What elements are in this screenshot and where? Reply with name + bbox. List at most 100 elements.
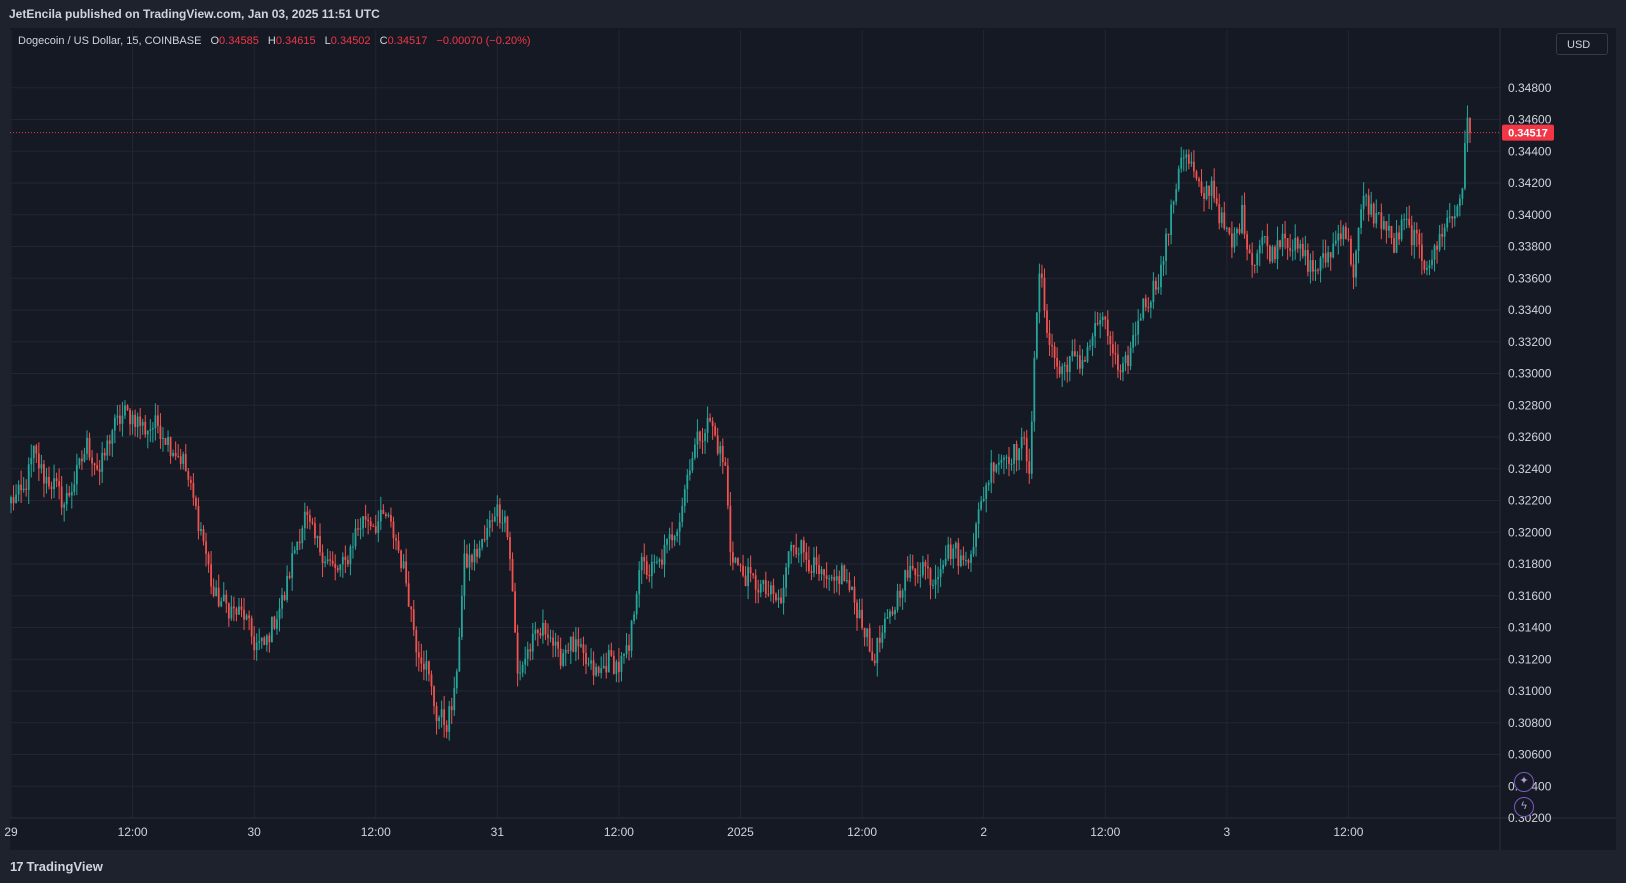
candle-body	[719, 446, 722, 454]
candle-body	[212, 586, 215, 597]
candle-body	[222, 594, 225, 602]
candle-body	[75, 464, 78, 485]
candle-body	[1448, 216, 1451, 218]
candle-body	[628, 645, 630, 651]
candle-body	[752, 573, 755, 576]
candle-body	[562, 653, 565, 666]
candle-body	[524, 658, 527, 665]
candle-body	[93, 463, 96, 466]
candle-body	[602, 665, 605, 669]
x-tick-label: 12:00	[361, 825, 391, 839]
candle-body	[686, 474, 689, 490]
candle-body	[1043, 277, 1046, 311]
candle-body	[1058, 366, 1061, 375]
candle-body	[45, 476, 48, 484]
candle-body	[1251, 253, 1254, 265]
candle-body	[881, 632, 884, 643]
candle-body	[1048, 332, 1051, 345]
candle-body	[1147, 307, 1150, 309]
lightning-icon[interactable]: ϟ	[1514, 797, 1534, 817]
candle-body	[392, 521, 395, 539]
candle-body	[916, 575, 919, 577]
candle-body	[1461, 188, 1464, 199]
brand-name: TradingView	[26, 859, 103, 874]
candle-body	[873, 660, 876, 664]
candle-body	[777, 597, 780, 601]
candle-body	[633, 614, 636, 621]
candle-body	[1000, 459, 1003, 463]
candle-body	[205, 541, 207, 554]
candle-body	[1420, 244, 1423, 261]
candle-body	[1380, 212, 1383, 229]
candle-body	[681, 505, 684, 523]
candle-body	[825, 575, 828, 579]
candle-body	[344, 556, 347, 560]
tradingview-logo[interactable]: 17 TradingView	[10, 859, 103, 874]
candle-body	[463, 553, 466, 596]
sparkle-icon[interactable]: ✦	[1514, 772, 1534, 792]
candle-body	[98, 469, 101, 472]
candle-body	[119, 415, 121, 424]
candle-body	[1003, 457, 1005, 460]
high-label: H	[267, 35, 276, 47]
candle-body	[1053, 346, 1056, 358]
candle-body	[780, 597, 782, 604]
candle-body	[121, 415, 124, 424]
candle-body	[1177, 168, 1180, 190]
candle-body	[871, 651, 874, 661]
candle-body	[263, 637, 266, 645]
candle-body	[1071, 351, 1074, 357]
currency-selector[interactable]: USD	[1556, 33, 1608, 55]
candle-body	[1104, 316, 1107, 320]
candle-body	[694, 444, 696, 458]
candle-body	[1436, 245, 1438, 250]
candle-body	[577, 639, 580, 647]
candle-body	[420, 657, 423, 664]
candle-body	[567, 650, 570, 652]
y-tick-label: 0.33000	[1508, 367, 1552, 381]
candle-body	[992, 462, 995, 472]
candle-body	[164, 438, 167, 445]
open-value: 0.34585	[219, 35, 259, 47]
candle-body	[934, 579, 937, 585]
candle-body	[1035, 312, 1038, 358]
candle-body	[329, 559, 332, 561]
candle-body	[235, 608, 238, 615]
candle-body	[704, 432, 706, 441]
candle-body	[466, 553, 468, 568]
candle-body	[1441, 233, 1444, 237]
candle-body	[648, 575, 651, 577]
symbol-title[interactable]: Dogecoin / US Dollar, 15, COINBASE	[18, 35, 202, 47]
candle-body	[43, 464, 45, 484]
candle-body	[1243, 204, 1246, 235]
candle-body	[268, 635, 271, 643]
candle-body	[1084, 360, 1086, 362]
candle-body	[962, 555, 965, 561]
candle-body	[600, 668, 603, 673]
candle-body	[792, 544, 795, 548]
candle-body	[359, 528, 362, 530]
candle-body	[1337, 233, 1340, 241]
candle-body	[445, 724, 448, 732]
candle-body	[319, 536, 321, 553]
candle-body	[1268, 245, 1271, 262]
publisher-caption: JetEncila published on TradingView.com, …	[9, 7, 380, 21]
close-label: C	[379, 35, 388, 47]
candle-body	[856, 602, 858, 619]
x-tick-label: 12:00	[604, 825, 634, 839]
candle-body	[412, 609, 415, 630]
candle-body	[909, 565, 912, 578]
candle-body	[830, 577, 833, 579]
candle-body	[73, 484, 76, 492]
candle-body	[807, 559, 810, 572]
candle-body	[612, 655, 615, 674]
candle-body	[878, 637, 881, 643]
candle-body	[1370, 203, 1373, 215]
candle-body	[362, 516, 364, 529]
candle-body	[1051, 344, 1053, 347]
candle-body	[238, 606, 240, 615]
candle-body	[189, 479, 192, 483]
candle-body	[726, 465, 729, 506]
candle-body	[60, 486, 63, 508]
